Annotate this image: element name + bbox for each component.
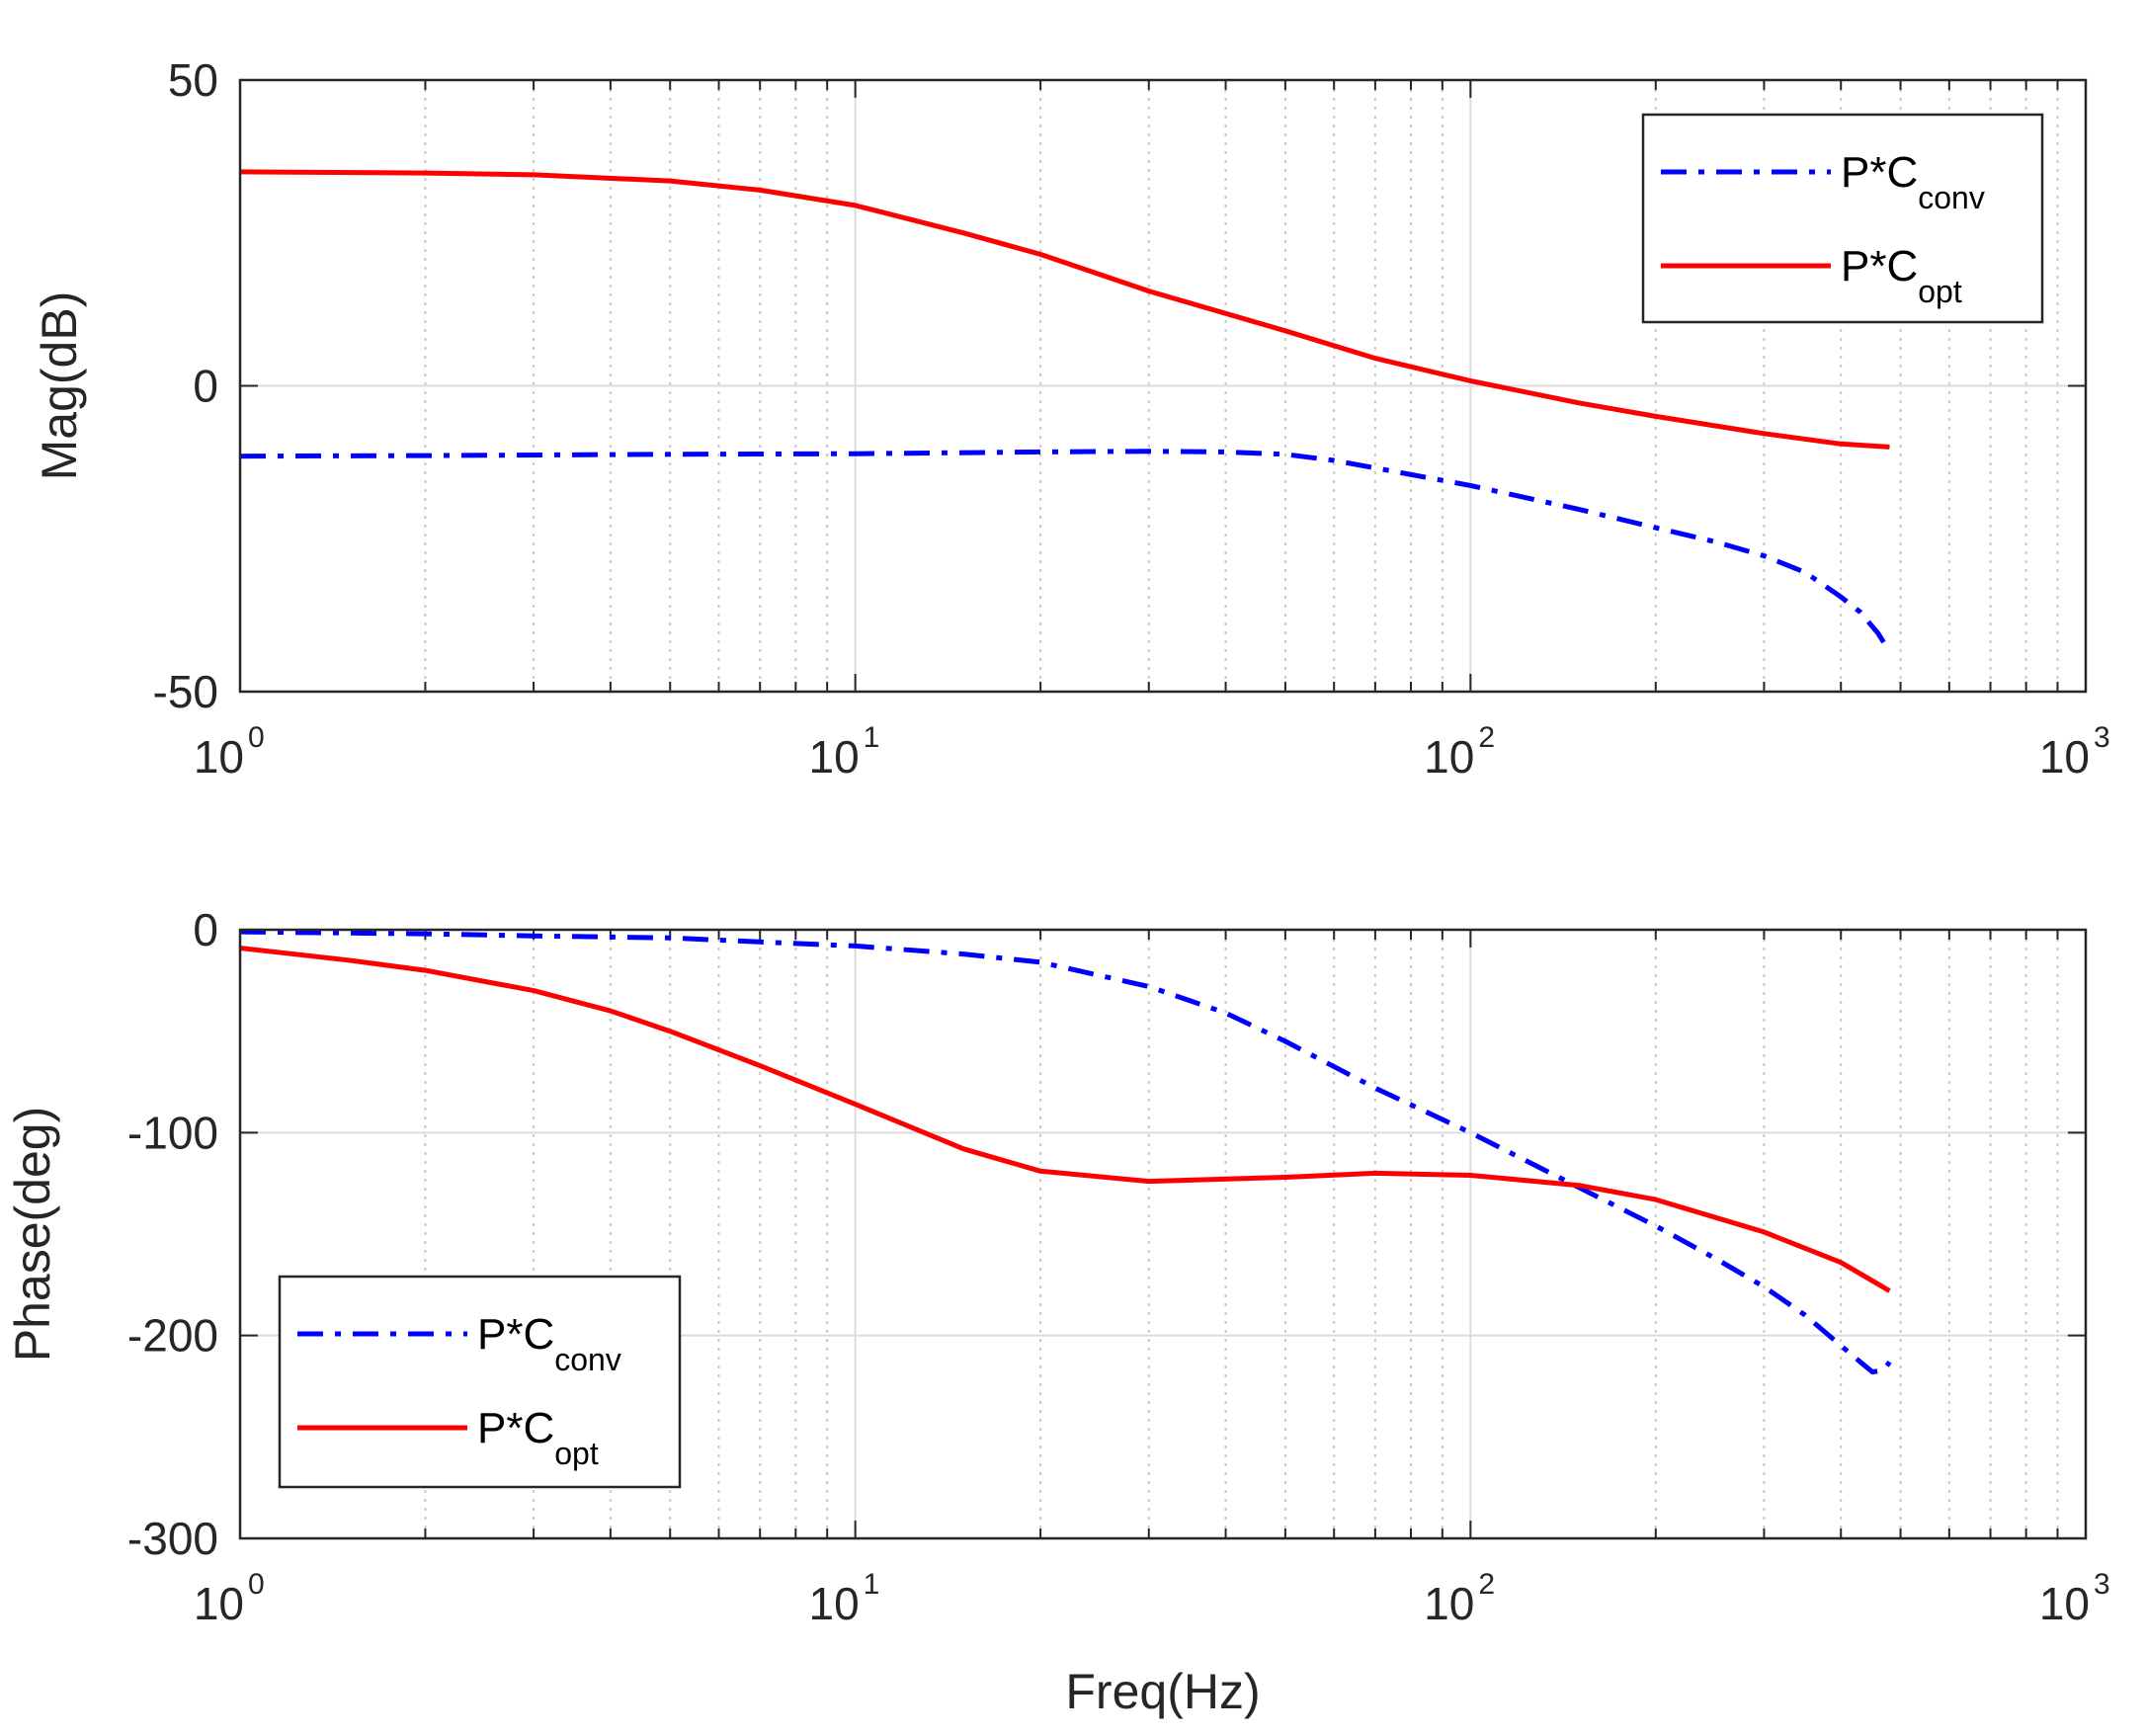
magnitude-x-tick-label: 10 xyxy=(1424,731,1474,783)
magnitude-x-tick-label: 10 xyxy=(808,731,859,783)
magnitude-y-tick-label: 50 xyxy=(168,54,218,106)
phase-y-axis-label: Phase(deg) xyxy=(5,1107,60,1363)
phase-x-tick-label: 10 xyxy=(2039,1578,2090,1629)
phase-x-tick-exponent: 1 xyxy=(864,1568,880,1601)
phase-series-conv-line xyxy=(239,929,1892,1375)
magnitude-x-tick-exponent: 3 xyxy=(2094,721,2110,754)
magnitude-x-tick-exponent: 1 xyxy=(864,721,880,754)
phase-y-tick-label: 0 xyxy=(193,904,218,955)
magnitude-legend-box xyxy=(1641,113,2044,324)
phase-y-tick-label: -300 xyxy=(127,1513,218,1564)
phase-legend-subscript-opt: opt xyxy=(554,1436,599,1471)
magnitude-series-conv-line xyxy=(239,449,1892,654)
phase-x-tick-exponent: 0 xyxy=(248,1568,265,1601)
phase-x-tick-label: 10 xyxy=(808,1578,859,1629)
phase-y-tick-label: -200 xyxy=(127,1310,218,1362)
phase-x-tick-label: 10 xyxy=(1424,1578,1474,1629)
magnitude-y-tick-label: -50 xyxy=(153,666,218,717)
phase-legend-subscript-conv: conv xyxy=(554,1342,621,1377)
phase-x-tick-label: 10 xyxy=(194,1578,244,1629)
magnitude-x-tick-exponent: 2 xyxy=(1478,721,1495,754)
phase-x-tick-exponent: 3 xyxy=(2094,1568,2110,1601)
magnitude-series-opt-line xyxy=(239,169,1890,450)
phase-series-opt-line xyxy=(239,946,1891,1293)
phase-axes-box xyxy=(238,928,2088,1540)
phase-legend-box xyxy=(278,1275,682,1489)
phase-x-tick-exponent: 2 xyxy=(1478,1568,1495,1601)
phase-y-tick-label: -100 xyxy=(127,1107,218,1158)
magnitude-x-tick-exponent: 0 xyxy=(248,721,265,754)
magnitude-x-tick-label: 10 xyxy=(194,731,244,783)
magnitude-y-axis-label: Mag(dB) xyxy=(32,291,87,481)
phase-x-axis-label: Freq(Hz) xyxy=(1065,1664,1260,1719)
magnitude-legend-subscript-conv: conv xyxy=(1918,180,1985,215)
magnitude-axes-box xyxy=(238,78,2088,694)
magnitude-y-tick-label: 0 xyxy=(193,361,218,412)
phase-panel: 10 0 10 1 10 2 10 30-100-200-300Phase(deg)Freq(… xyxy=(5,904,2110,1719)
magnitude-legend-subscript-opt: opt xyxy=(1918,274,1962,309)
magnitude-x-tick-label: 10 xyxy=(2039,731,2090,783)
